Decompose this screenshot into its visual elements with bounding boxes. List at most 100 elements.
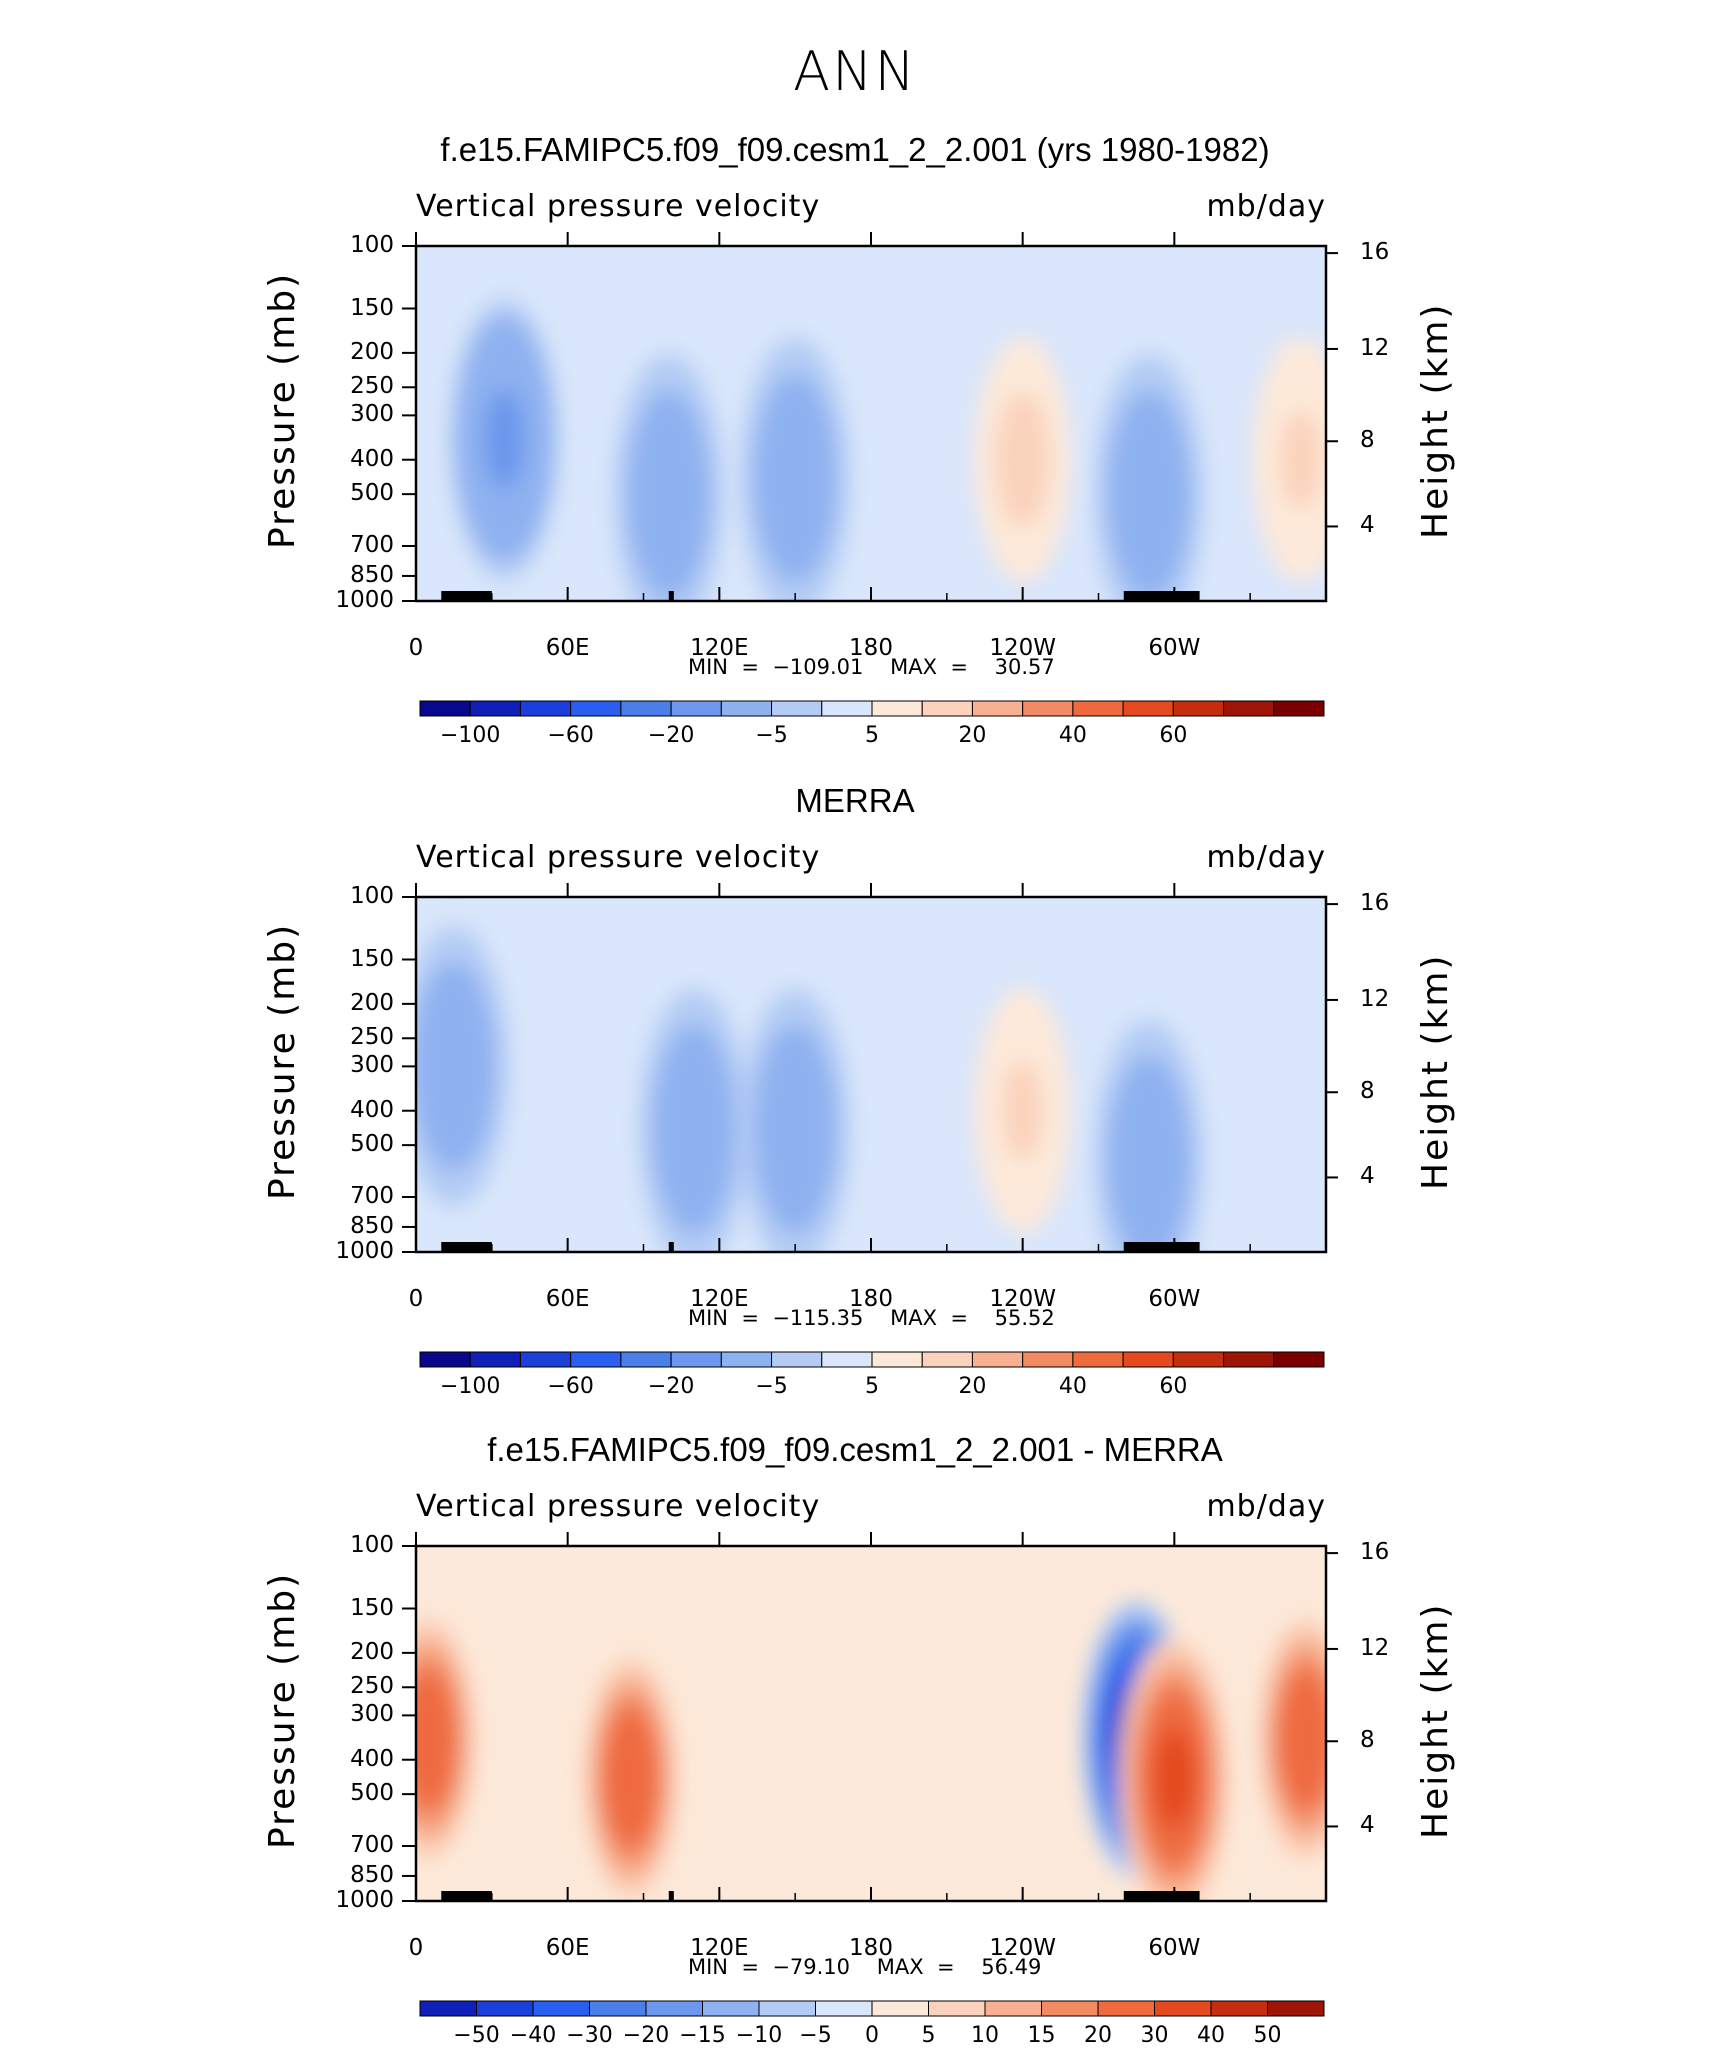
y-tick-label: 250 [350,373,394,400]
y-tick-label: 150 [350,1594,394,1621]
x-tick-label: 0 [408,1286,424,1312]
contour-region [1002,1060,1043,1161]
colorbar-box [971,1351,1024,1368]
colorbar-label: 20 [958,723,987,748]
x-tick-label: 60W [1148,1935,1201,1961]
height-tick-label: 16 [1360,890,1390,917]
y-tick-label: 100 [350,1532,394,1558]
colorbar-box [921,1351,973,1368]
contour-region [648,444,689,545]
topography-mask [668,1242,674,1252]
colorbar-label: 20 [958,1374,987,1399]
colorbar-box [589,2000,647,2017]
height-tick-label: 4 [1360,1812,1375,1839]
x-tick-label: 0 [408,1935,424,1961]
height-tick-label: 8 [1360,427,1375,454]
y-tick-label: 500 [350,480,394,507]
height-tick-label: 12 [1360,1634,1390,1661]
contour-region [433,1016,474,1117]
y-tick-label: 1000 [335,1238,394,1264]
contour-region [416,1689,449,1790]
colorbar-box [645,2000,703,2017]
colorbar-label: −20 [647,723,695,748]
units-label: mb/day [1206,1489,1326,1524]
y-tick-label: 500 [350,1780,394,1807]
colorbar-box [1172,1351,1225,1368]
colorbar-box [720,1351,773,1368]
colorbar-box [1097,2000,1155,2017]
topography-mask [668,591,674,601]
contour-region [1154,1727,1195,1828]
y-tick-label: 200 [350,1638,394,1665]
field-blobs [449,299,1326,601]
topography-mask [1123,1242,1200,1252]
colorbar-box [1022,1351,1074,1368]
colorbar-label: −100 [440,1374,501,1399]
y-tick-label: 200 [350,338,394,365]
y-tick-label: 700 [350,532,394,558]
units-label: mb/day [1206,189,1326,224]
height-tick-label: 4 [1360,512,1375,539]
panel-title: MERRA [795,782,915,819]
height-tick-label: 8 [1360,1078,1375,1105]
heatmap-field [416,1546,1326,1901]
contour-region [775,427,816,528]
colorbar-label: −60 [547,723,594,748]
y-axis-title: Pressure (mb) [262,271,303,549]
colorbar-box [971,700,1024,717]
colorbar-label: −5 [755,1374,788,1399]
colorbar-box [815,2000,873,2017]
colorbar-box [1072,1351,1124,1368]
y-tick-label: 300 [350,1052,394,1079]
colorbar-box [1223,1351,1275,1368]
y-tick-label: 400 [350,1745,394,1772]
colorbar-box [821,700,873,717]
height-tick-label: 16 [1360,1539,1390,1566]
colorbar-label: 40 [1058,723,1087,748]
y-tick-label: 400 [350,445,394,472]
topography-mask [1123,591,1200,601]
colorbar-box [1273,1351,1325,1368]
x-tick-label: 120E [690,1286,749,1312]
colorbar-box [1172,700,1225,717]
colorbar-box [469,1351,521,1368]
height-tick-label: 12 [1360,985,1390,1012]
x-tick-label: 0 [408,635,424,661]
y-tick-label: 150 [350,945,394,972]
y-tick-label: 100 [350,232,394,258]
colorbar-box [570,700,622,717]
x-tick-label: 60W [1148,1286,1201,1312]
height-tick-label: 4 [1360,1163,1375,1190]
colorbar-box [928,2000,986,2017]
units-label: mb/day [1206,840,1326,875]
colorbar-box [821,1351,873,1368]
y-axis-title: Pressure (mb) [262,922,303,1200]
colorbar-box [670,1351,722,1368]
colorbar-box [1041,2000,1099,2017]
y-tick-label: 850 [350,561,394,588]
colorbar-label: 60 [1159,723,1188,748]
colorbar-box [570,1351,622,1368]
contour-region [484,389,525,490]
colorbar-box [702,2000,760,2017]
colorbar-box [620,1351,672,1368]
variable-label: Vertical pressure velocity [416,840,821,875]
colorbar-box [670,700,722,717]
y-axis-right-title: Height (km) [1415,302,1456,539]
colorbar-label: 40 [1058,1374,1087,1399]
colorbar-box [476,2000,534,2017]
colorbar-box [519,1351,572,1368]
y-tick-label: 250 [350,1024,394,1051]
topography-mask [441,1891,492,1901]
colorbar-box [758,2000,816,2017]
colorbar-box [469,700,521,717]
colorbar-label: −5 [755,723,788,748]
colorbar-box [720,700,773,717]
colorbar-box [984,2000,1042,2017]
x-tick-label: 120E [690,1935,749,1961]
y-tick-label: 300 [350,1701,394,1728]
colorbar-box [771,700,823,717]
x-tick-label: 180 [849,635,893,661]
colorbar-box [1122,700,1174,717]
